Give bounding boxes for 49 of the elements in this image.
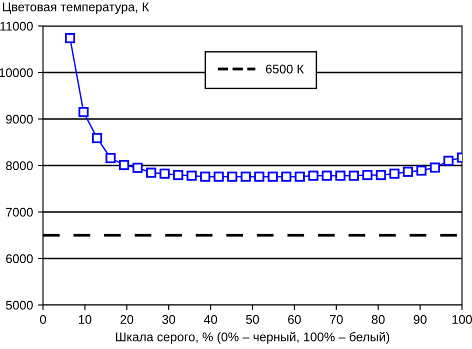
point (132, 162, 143, 173)
point (308, 170, 318, 181)
x-tick-label: 50 (246, 315, 259, 324)
point (78, 106, 89, 118)
x-tick-label: 80 (372, 315, 385, 324)
point (92, 132, 102, 144)
x-tick-label: 10 (78, 315, 92, 324)
y-tick-label: 11000 (0, 22, 33, 31)
point (322, 170, 332, 181)
x-tick-label: 40 (204, 315, 218, 324)
y-tick-label: 9000 (6, 114, 33, 124)
point (430, 162, 440, 173)
point (173, 170, 184, 180)
x-axis-title: Шкала серого, % (0% – черный, 100% – белый) (116, 332, 390, 344)
point (389, 168, 400, 179)
point (227, 172, 238, 182)
point (362, 170, 372, 180)
point (416, 166, 427, 176)
point (160, 168, 170, 179)
point (254, 172, 264, 182)
x-tick-label: 70 (330, 315, 343, 324)
y-tick-label: 5000 (6, 300, 33, 310)
point (119, 160, 130, 170)
point (335, 170, 346, 181)
point (240, 172, 251, 182)
point (376, 170, 386, 180)
y-tick-label: 8000 (6, 161, 33, 170)
x-tick-label: 100 (452, 315, 472, 324)
y-tick-label: 7000 (6, 208, 33, 217)
point (186, 170, 197, 181)
x-tick-label: 60 (288, 315, 301, 324)
legend-label: 6500 К (266, 64, 304, 74)
x-tick-label: 90 (414, 315, 427, 324)
point (443, 156, 454, 166)
x-tick-label: 20 (120, 315, 134, 324)
point (348, 170, 359, 181)
point (200, 172, 210, 182)
x-tick-label: 0 (40, 315, 46, 324)
point (281, 172, 292, 182)
point (268, 172, 278, 182)
y-tick-label: 6000 (6, 254, 33, 264)
point (214, 172, 224, 182)
y-axis-title: Цветовая температура, К (3, 2, 150, 14)
x-tick-label: 30 (162, 315, 176, 324)
point (294, 172, 305, 182)
point (106, 152, 116, 164)
point (402, 166, 414, 177)
point (146, 168, 156, 178)
point (64, 33, 76, 44)
